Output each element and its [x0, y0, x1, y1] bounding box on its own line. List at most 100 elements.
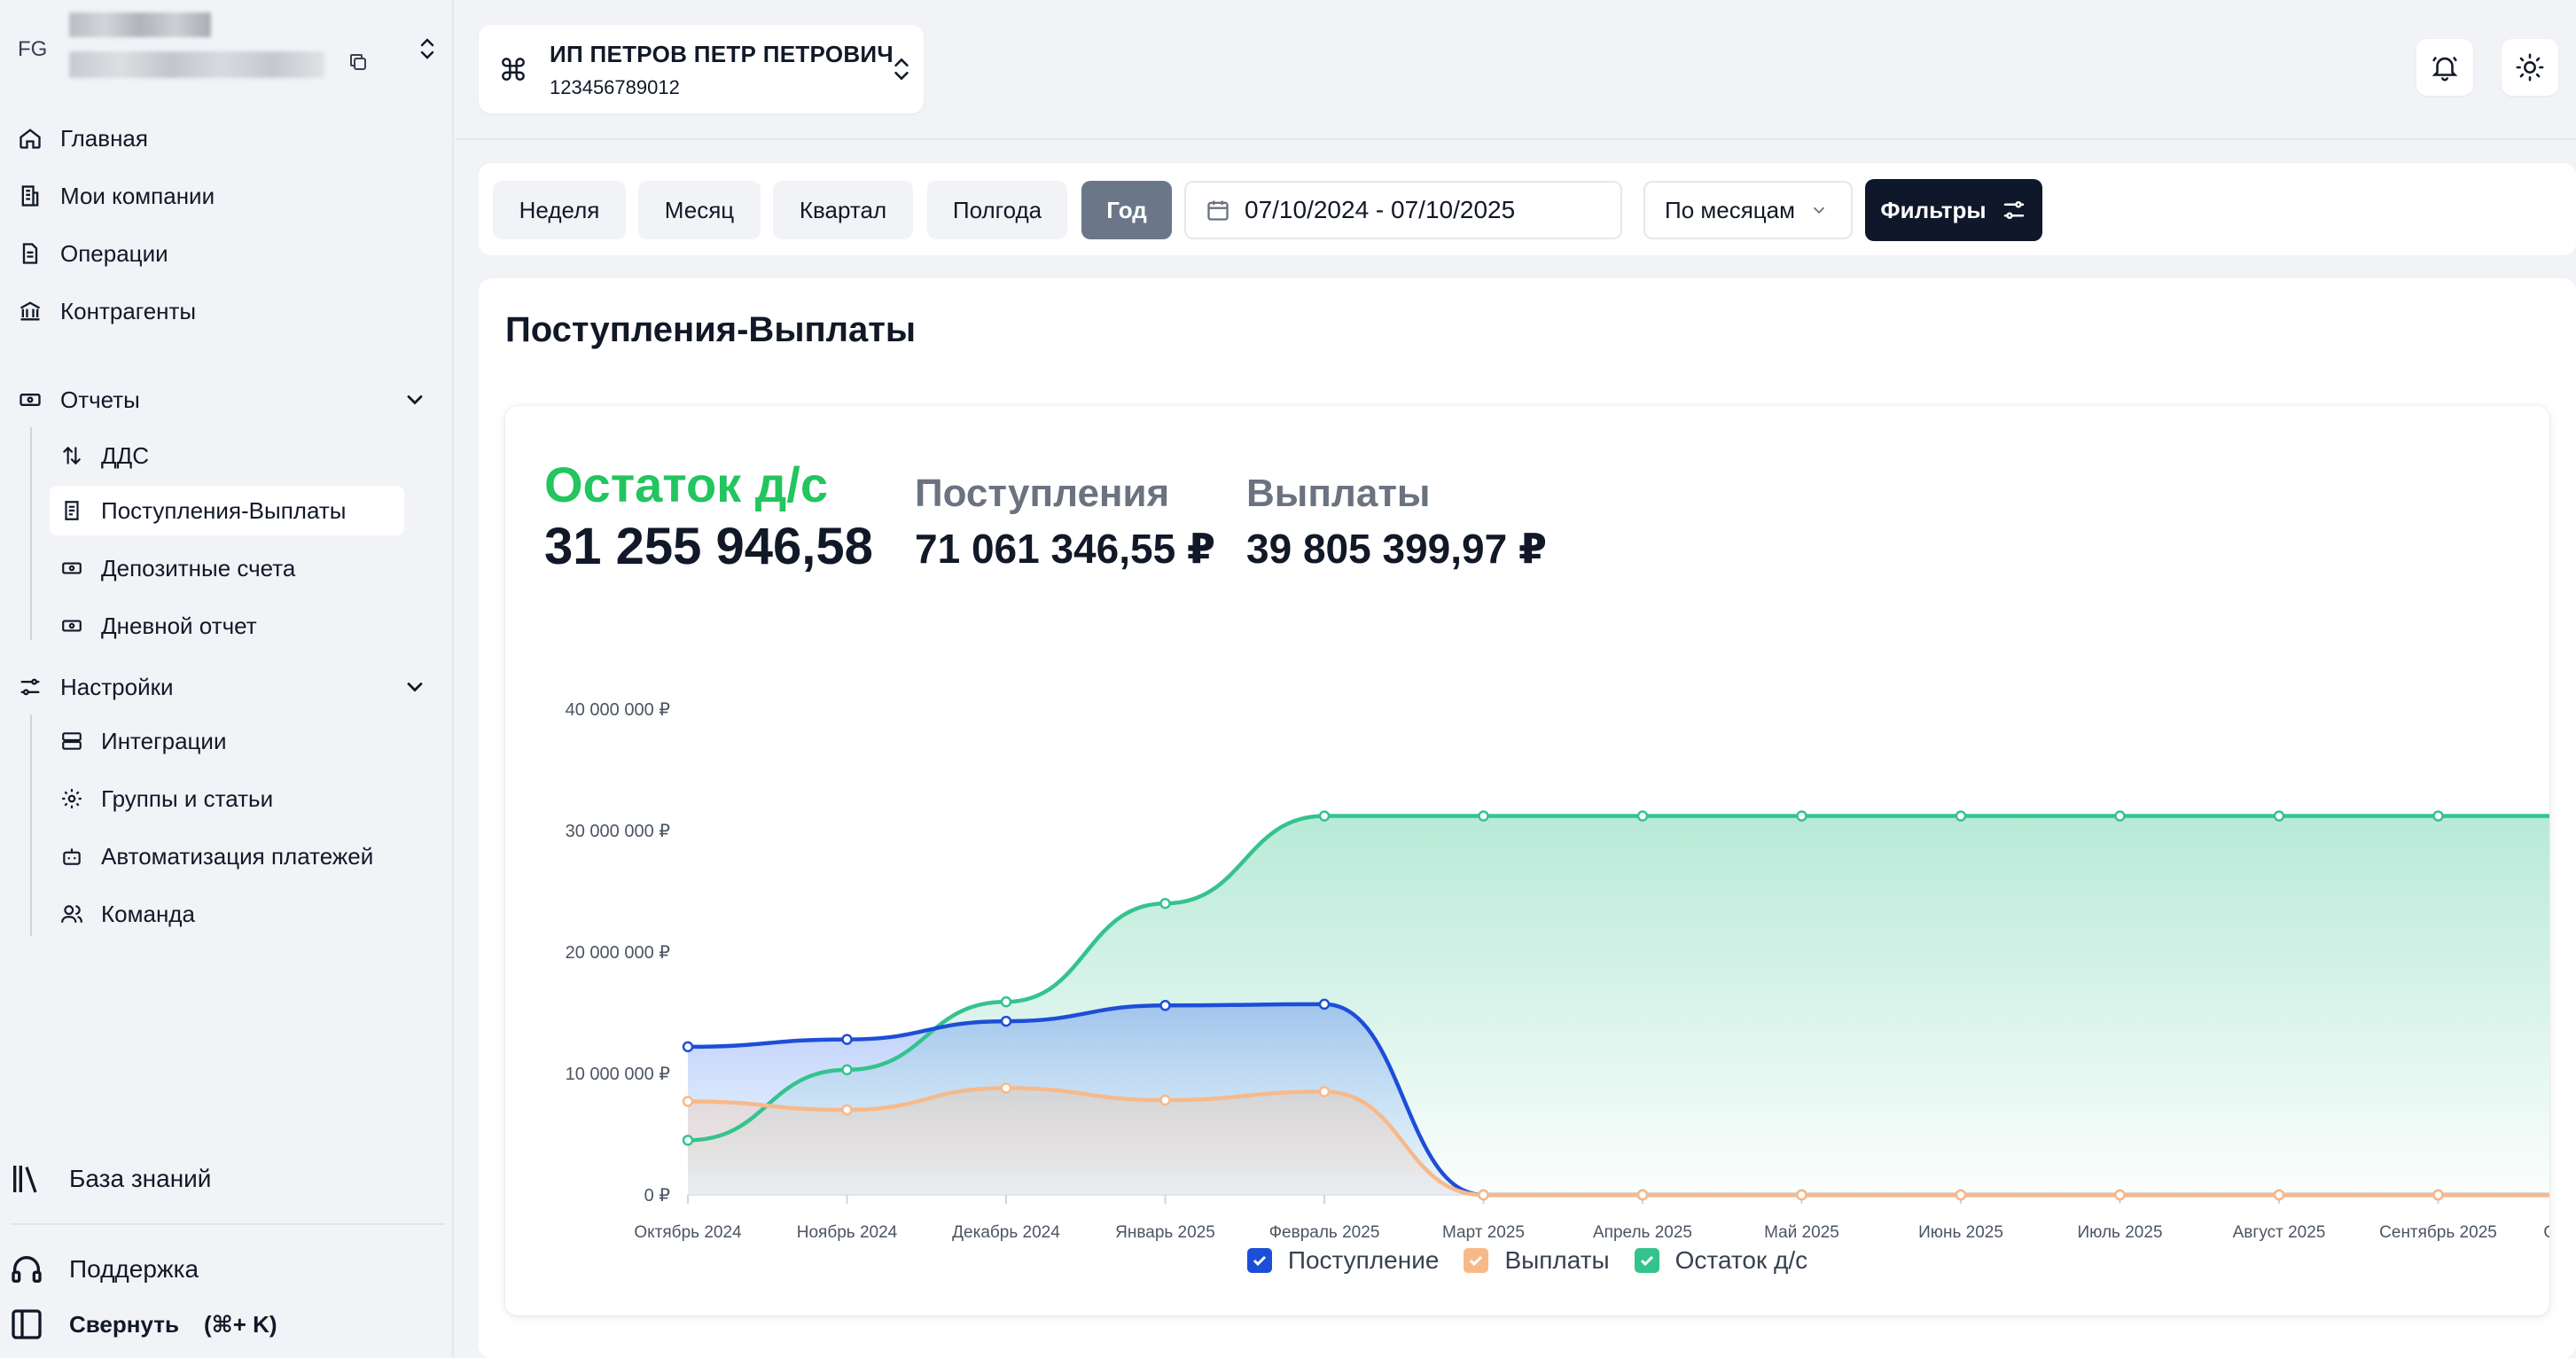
sidebar-item-companies[interactable]: Мои компании: [14, 173, 215, 219]
collapse-sidebar-button[interactable]: Свернуть (⌘+ K): [7, 1305, 277, 1344]
payout-stat: Выплаты 39 805 399,97 ₽: [1246, 472, 1547, 573]
data-point-payout[interactable]: [1955, 1189, 1967, 1201]
sidebar-item-daily-report[interactable]: Дневной отчет: [50, 601, 257, 651]
sidebar-item-operations[interactable]: Операции: [14, 230, 168, 277]
period-halfyear-button[interactable]: Полгода: [927, 181, 1067, 239]
payout-label: Выплаты: [1246, 472, 1431, 515]
sidebar-item-deposit-accounts[interactable]: Депозитные счета: [50, 543, 295, 593]
data-point-payout[interactable]: [841, 1104, 853, 1116]
y-tick-label: 40 000 000 ₽: [566, 700, 671, 720]
sidebar-item-label: ДДС: [101, 441, 149, 469]
sidebar-item-income-payouts[interactable]: Поступления-Выплаты: [50, 486, 404, 535]
sidebar-item-automation[interactable]: Автоматизация платежей: [50, 831, 373, 881]
x-tick-label: Август 2025: [2233, 1223, 2326, 1242]
document-icon: [14, 238, 46, 269]
cash-icon: [59, 613, 85, 639]
filter-bar: Неделя Месяц Квартал Полгода Год 07/10/2…: [479, 163, 2576, 255]
chevron-down-icon[interactable]: [402, 675, 427, 699]
sidebar-group-settings[interactable]: Настройки: [14, 664, 174, 710]
sidebar-item-label: Главная: [60, 124, 148, 152]
period-week-button[interactable]: Неделя: [493, 181, 626, 239]
collapse-shortcut: (⌘+ K): [203, 1310, 277, 1338]
chevron-down-icon[interactable]: [402, 387, 427, 412]
data-point-income[interactable]: [1318, 998, 1331, 1011]
x-tick-label: Февраль 2025: [1269, 1223, 1380, 1242]
data-point-payout[interactable]: [2273, 1189, 2285, 1201]
support-link[interactable]: Поддержка: [7, 1250, 199, 1289]
cash-icon: [14, 384, 46, 416]
account-switcher[interactable]: FG: [0, 0, 454, 106]
sidebar-item-label: Команда: [101, 900, 195, 927]
data-point-balance[interactable]: [2273, 810, 2285, 822]
sidebar-item-counterparties[interactable]: Контрагенты: [14, 288, 196, 334]
data-point-payout[interactable]: [1159, 1094, 1171, 1106]
data-point-balance[interactable]: [1000, 995, 1012, 1008]
filters-label: Фильтры: [1880, 196, 1987, 223]
sidebar-item-dds[interactable]: ДДС: [50, 431, 149, 480]
legend-item-income[interactable]: Поступление: [1246, 1246, 1440, 1275]
copy-icon[interactable]: [347, 51, 369, 73]
data-point-balance[interactable]: [1796, 810, 1807, 822]
data-point-balance[interactable]: [1955, 810, 1967, 822]
data-point-balance[interactable]: [1318, 810, 1331, 822]
company-switcher[interactable]: ⌘ ИП ПЕТРОВ ПЕТР ПЕТРОВИЧ 123456789012: [479, 25, 924, 113]
y-tick-label: 10 000 000 ₽: [566, 1065, 671, 1084]
legend-item-balance[interactable]: Остаток д/с: [1634, 1246, 1807, 1275]
legend-label: Поступление: [1287, 1246, 1440, 1274]
header-divider: [456, 138, 2576, 140]
chart-legend: Поступление Выплаты Остаток д/с: [505, 1246, 2549, 1275]
y-tick-label: 30 000 000 ₽: [566, 822, 671, 841]
data-point-payout[interactable]: [2114, 1189, 2126, 1201]
sidebar-item-groups[interactable]: Группы и статьи: [50, 774, 273, 823]
x-tick-label: Май 2025: [1764, 1223, 1839, 1242]
data-point-payout[interactable]: [682, 1096, 694, 1107]
filters-button[interactable]: Фильтры: [1865, 179, 2042, 241]
account-name-redacted: [69, 12, 211, 37]
period-year-button[interactable]: Год: [1081, 181, 1172, 239]
period-month-button[interactable]: Месяц: [638, 181, 761, 239]
data-point-balance[interactable]: [1159, 897, 1171, 909]
robot-icon: [59, 843, 85, 870]
data-point-income[interactable]: [1159, 1000, 1171, 1011]
data-point-balance[interactable]: [2114, 810, 2126, 822]
data-point-balance[interactable]: [2432, 810, 2444, 822]
support-label: Поддержка: [69, 1255, 199, 1283]
data-point-payout[interactable]: [1318, 1086, 1331, 1097]
sidebar-item-integrations[interactable]: Интеграции: [50, 716, 226, 766]
data-point-income[interactable]: [1000, 1015, 1012, 1027]
bank-icon: [14, 295, 46, 327]
x-tick-label: Март 2025: [1442, 1223, 1525, 1242]
checkbox-icon: [1634, 1248, 1659, 1273]
balance-value: 31 255 946,58: [544, 518, 873, 575]
data-point-income[interactable]: [841, 1034, 853, 1045]
data-point-balance[interactable]: [682, 1135, 694, 1146]
date-range-input[interactable]: 07/10/2024 - 07/10/2025: [1184, 181, 1622, 239]
sidebar-group-label: Отчеты: [60, 386, 140, 413]
data-point-payout[interactable]: [1796, 1189, 1807, 1201]
sidebar-item-home[interactable]: Главная: [14, 115, 148, 161]
knowledge-base-label: База знаний: [69, 1165, 212, 1192]
sidebar-panel-icon: [7, 1305, 46, 1344]
tree-line: [30, 427, 32, 640]
data-point-payout[interactable]: [2432, 1189, 2444, 1201]
checkbox-icon: [1464, 1248, 1489, 1273]
server-icon: [59, 728, 85, 754]
sidebar-item-team[interactable]: Команда: [50, 889, 195, 939]
date-range-value: 07/10/2024 - 07/10/2025: [1245, 196, 1516, 223]
data-point-payout[interactable]: [1000, 1082, 1012, 1094]
knowledge-base-link[interactable]: База знаний: [7, 1159, 211, 1198]
chevron-updown-icon[interactable]: [417, 35, 438, 62]
data-point-income[interactable]: [682, 1041, 694, 1053]
x-tick-label: Июнь 2025: [1918, 1223, 2003, 1242]
notifications-button[interactable]: [2416, 39, 2473, 96]
data-point-balance[interactable]: [1478, 810, 1489, 822]
data-point-payout[interactable]: [1636, 1189, 1649, 1201]
period-quarter-button[interactable]: Квартал: [773, 181, 913, 239]
grouping-select[interactable]: По месяцам: [1643, 181, 1853, 239]
theme-toggle-button[interactable]: [2502, 39, 2558, 96]
data-point-balance[interactable]: [841, 1064, 853, 1076]
data-point-balance[interactable]: [1636, 810, 1649, 822]
sidebar-group-reports[interactable]: Отчеты: [14, 377, 140, 423]
data-point-payout[interactable]: [1478, 1189, 1489, 1201]
legend-item-payout[interactable]: Выплаты: [1464, 1246, 1610, 1275]
